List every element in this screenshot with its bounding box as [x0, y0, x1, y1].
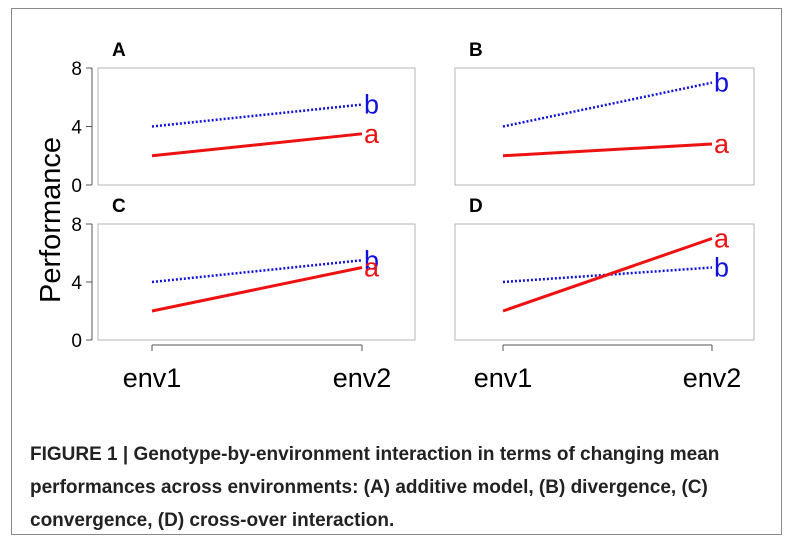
panel-box-d [454, 223, 755, 341]
panel-box-b [454, 67, 755, 186]
y-tick-label: 4 [71, 118, 82, 139]
series-line-b [151, 103, 363, 128]
y-tick-label: 8 [71, 215, 82, 236]
panel-box-a [97, 67, 416, 186]
series-line-a [151, 266, 363, 313]
y-tick-label: 0 [71, 176, 82, 197]
x-tick-label: env1 [474, 363, 533, 393]
series-end-label-b: b [364, 90, 379, 120]
panel-label-c: C [112, 196, 126, 217]
panel-label-b: B [469, 40, 483, 61]
panel-label-d: D [469, 196, 483, 217]
y-axis-title: Performance [35, 137, 67, 303]
y-tick-label: 4 [71, 273, 82, 294]
figure-frame [11, 8, 782, 535]
figure-caption: FIGURE 1 | Genotype-by-environment inter… [30, 444, 720, 531]
y-tick-label: 8 [71, 59, 82, 80]
series-end-label-b: b [714, 253, 729, 283]
series-end-label-a: a [364, 253, 380, 283]
panel-box-c [97, 223, 416, 341]
series-end-label-b: b [714, 68, 729, 98]
panel-label-a: A [112, 40, 126, 61]
series-line-a [502, 142, 713, 158]
series-end-label-b: b [364, 245, 379, 275]
series-end-label-a: a [714, 224, 730, 254]
series-end-label-a: a [364, 119, 380, 149]
x-tick-label: env1 [123, 363, 182, 393]
series-end-label-a: a [714, 129, 730, 159]
y-tick-label: 0 [71, 331, 82, 352]
series-line-b [502, 81, 713, 128]
x-tick-label: env2 [333, 363, 392, 393]
series-line-a [502, 237, 713, 313]
series-line-a [151, 132, 363, 158]
x-tick-label: env2 [683, 363, 742, 393]
series-line-b [151, 259, 363, 284]
